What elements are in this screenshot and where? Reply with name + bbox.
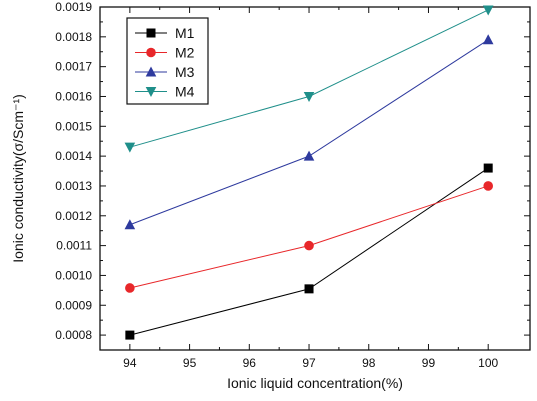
data-point bbox=[482, 5, 494, 16]
data-point bbox=[303, 91, 315, 102]
data-point bbox=[482, 34, 494, 45]
data-point bbox=[483, 163, 493, 173]
data-point bbox=[304, 284, 314, 294]
legend-item: M2 bbox=[135, 45, 195, 61]
series-line bbox=[129, 167, 489, 336]
y-tick-label: 0.0019 bbox=[55, 0, 92, 14]
data-point bbox=[483, 181, 493, 191]
y-tick-label: 0.0011 bbox=[56, 239, 92, 253]
x-tick-label: 97 bbox=[302, 356, 316, 370]
series-line bbox=[129, 185, 489, 289]
y-tick-label: 0.0009 bbox=[55, 298, 92, 312]
legend-item: M1 bbox=[135, 25, 195, 41]
y-tick-label: 0.0014 bbox=[55, 149, 92, 163]
legend-label: M2 bbox=[175, 45, 195, 61]
x-tick-label: 99 bbox=[422, 356, 436, 370]
data-point bbox=[125, 330, 135, 340]
data-point bbox=[125, 283, 135, 293]
data-point bbox=[124, 142, 136, 153]
y-tick-label: 0.0012 bbox=[55, 209, 92, 223]
x-tick-label: 94 bbox=[123, 356, 137, 370]
series-m1 bbox=[125, 163, 493, 340]
legend: M1 M2 M3 M4 bbox=[126, 17, 209, 105]
x-tick-label: 96 bbox=[243, 356, 257, 370]
y-axis-title: Ionic conductivity(σ/Scm⁻¹) bbox=[10, 94, 26, 263]
series-m2 bbox=[125, 181, 493, 293]
series-m3 bbox=[124, 34, 494, 230]
data-point bbox=[303, 150, 315, 161]
axes: 94 95 96 97 98 99 100 0.0008 0.0009 0.0010 0.0011 0… bbox=[55, 0, 531, 370]
y-tick-label: 0.0018 bbox=[55, 30, 92, 44]
series-layer bbox=[124, 5, 494, 340]
legend-marker bbox=[145, 87, 157, 97]
legend-label: M4 bbox=[175, 84, 195, 100]
legend-item: M4 bbox=[135, 84, 195, 100]
x-tick-label: 98 bbox=[362, 356, 376, 370]
data-point bbox=[304, 240, 314, 251]
x-tick-label: 100 bbox=[478, 356, 498, 370]
y-tick-label: 0.0008 bbox=[55, 328, 92, 342]
y-tick-label: 0.0010 bbox=[55, 268, 92, 282]
legend-marker bbox=[146, 28, 156, 38]
y-tick-label: 0.0017 bbox=[55, 60, 92, 74]
x-axis-title: Ionic liquid concentration(%) bbox=[227, 375, 403, 391]
legend-box bbox=[126, 17, 209, 105]
legend-item: M3 bbox=[135, 64, 195, 80]
x-tick-label: 95 bbox=[183, 356, 197, 370]
y-tick-label: 0.0015 bbox=[55, 119, 92, 133]
legend-label: M1 bbox=[175, 25, 195, 41]
data-point bbox=[124, 219, 136, 230]
legend-label: M3 bbox=[175, 64, 195, 80]
y-tick-label: 0.0013 bbox=[55, 179, 92, 193]
legend-marker bbox=[146, 47, 156, 58]
y-tick-label: 0.0016 bbox=[55, 89, 92, 103]
plot-frame bbox=[99, 6, 531, 351]
legend-marker bbox=[145, 66, 157, 77]
series-m4 bbox=[124, 5, 494, 153]
